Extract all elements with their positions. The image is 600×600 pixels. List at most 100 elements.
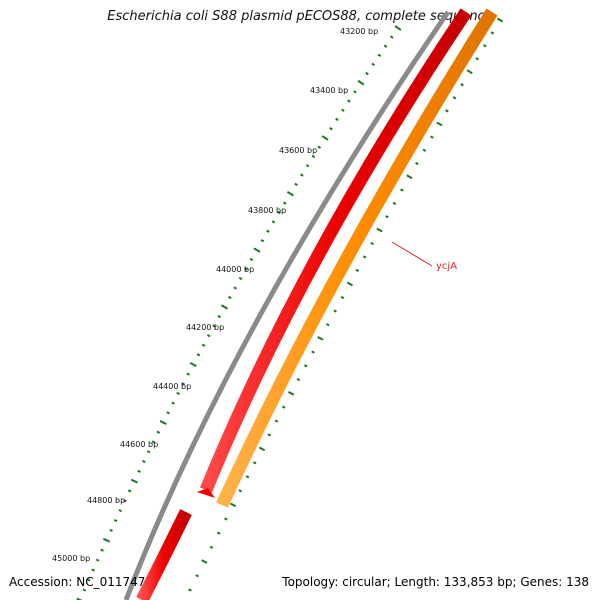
minor-tick — [389, 35, 394, 39]
inner-minor-tick — [303, 364, 308, 368]
inner-tick-ring — [188, 17, 504, 592]
minor-tick — [347, 99, 351, 103]
minor-tick — [353, 90, 357, 94]
minor-tick — [271, 220, 276, 224]
inner-minor-tick — [370, 241, 374, 246]
major-tick — [189, 361, 197, 368]
gene-label-connector — [391, 241, 433, 267]
minor-tick — [371, 62, 375, 67]
tick-label: 43200 bp — [340, 27, 378, 36]
minor-tick — [123, 499, 127, 503]
inner-minor-tick — [325, 323, 330, 327]
inner-minor-tick — [282, 405, 286, 409]
minor-tick — [365, 71, 369, 76]
minor-tick — [206, 334, 211, 338]
inner-minor-tick — [415, 161, 419, 166]
tick-label: 43400 bp — [310, 86, 348, 95]
minor-tick — [95, 558, 100, 562]
minor-tick — [228, 295, 232, 300]
minor-tick — [86, 578, 91, 582]
minor-tick — [186, 372, 190, 376]
inner-minor-tick — [452, 96, 457, 100]
inner-major-tick — [466, 69, 473, 75]
minor-tick — [156, 430, 161, 434]
tick-label: 43800 bp — [248, 206, 286, 215]
inner-major-tick — [317, 336, 324, 341]
minor-tick — [282, 201, 287, 205]
tick-label: 44200 bp — [186, 323, 224, 332]
minor-tick — [300, 173, 304, 177]
inner-minor-tick — [224, 517, 228, 521]
tick-label: 44400 bp — [153, 382, 191, 391]
position-tick-labels: 43200 bp 43400 bp 43600 bp 43800 bp 4400… — [52, 27, 378, 563]
inner-minor-tick — [216, 531, 221, 535]
inner-minor-tick — [392, 201, 397, 205]
accession-text: Accession: NC_011747 — [9, 575, 146, 589]
tick-label: 45000 bp — [52, 554, 90, 563]
forward-gene-arrow — [197, 488, 215, 498]
backbone-ring — [123, 10, 451, 600]
minor-tick — [176, 391, 180, 396]
forward-gene-bar-lower — [136, 509, 192, 600]
gene-label-ycja[interactable]: ycjA — [436, 261, 457, 272]
inner-minor-tick — [362, 255, 367, 259]
inner-minor-tick — [267, 433, 272, 437]
inner-major-tick — [346, 281, 353, 287]
inner-minor-tick — [245, 475, 250, 479]
inner-minor-tick — [188, 588, 192, 592]
tick-label: 44000 bp — [216, 265, 254, 274]
map-title: Escherichia coli S88 plasmid pECOS88, co… — [107, 9, 493, 24]
minor-tick — [377, 53, 382, 57]
major-tick — [76, 597, 83, 600]
reverse-gene-bar-ycja[interactable] — [216, 8, 498, 508]
inner-minor-tick — [385, 215, 389, 219]
minor-tick — [217, 314, 222, 319]
inner-minor-tick — [475, 57, 479, 61]
inner-major-tick — [229, 502, 237, 508]
major-tick — [253, 247, 261, 253]
minor-tick — [82, 588, 87, 592]
minor-tick — [329, 127, 333, 131]
minor-tick — [146, 450, 151, 454]
minor-tick — [335, 117, 339, 122]
major-tick — [357, 79, 365, 86]
inner-major-tick — [406, 174, 413, 180]
minor-tick — [196, 353, 201, 357]
minor-tick — [137, 469, 141, 473]
inner-minor-tick — [209, 545, 214, 549]
minor-tick — [100, 548, 104, 552]
minor-tick — [166, 411, 170, 415]
minor-tick-ring — [76, 25, 402, 600]
tick-label: 44600 bp — [120, 440, 158, 449]
inner-minor-tick — [311, 350, 315, 354]
minor-tick — [341, 108, 345, 112]
topology-summary: Topology: circular; Length: 133,853 bp; … — [282, 575, 589, 589]
minor-tick — [277, 210, 281, 215]
inner-minor-tick — [482, 44, 487, 48]
minor-tick — [383, 44, 388, 48]
minor-tick — [113, 518, 118, 523]
minor-tick — [311, 154, 316, 159]
minor-tick — [244, 267, 248, 271]
minor-tick — [118, 509, 123, 513]
minor-tick — [266, 229, 270, 233]
inner-major-tick — [201, 559, 208, 564]
tick-label: 43600 bp — [279, 146, 317, 155]
inner-minor-tick — [445, 109, 449, 113]
major-tick — [220, 304, 229, 310]
major-tick — [286, 191, 294, 197]
inner-minor-tick — [490, 31, 495, 35]
minor-tick — [109, 528, 113, 532]
major-tick — [321, 135, 329, 141]
minor-tick — [171, 401, 175, 405]
inner-minor-tick — [355, 268, 360, 273]
inner-major-tick — [376, 227, 383, 233]
inner-minor-tick — [400, 188, 404, 192]
minor-tick — [317, 145, 322, 149]
inner-minor-tick — [238, 489, 243, 493]
inner-minor-tick — [195, 574, 199, 578]
inner-minor-tick — [340, 295, 345, 300]
minor-tick — [294, 182, 298, 187]
minor-tick — [151, 440, 156, 444]
